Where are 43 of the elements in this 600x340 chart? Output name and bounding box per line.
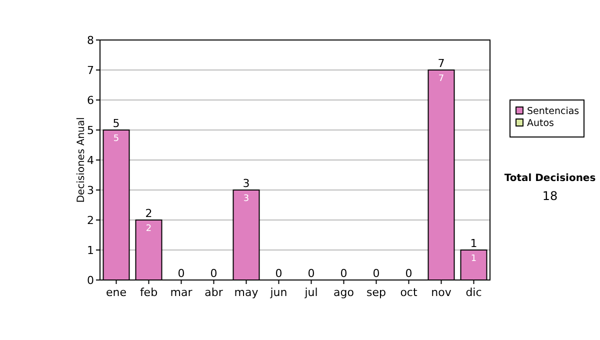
data-label: 5 [113, 134, 120, 144]
text: 18 [542, 189, 558, 203]
x-tick-label: jun [269, 286, 288, 299]
total-label: 2 [145, 207, 152, 220]
y-tick-label: 0 [87, 274, 94, 287]
y-tick-label: 5 [87, 124, 94, 137]
y-axis-title: Decisiones Anual [76, 117, 87, 203]
total-label: 0 [405, 267, 412, 280]
total-label: 0 [372, 267, 380, 280]
x-tick-label: oct [400, 286, 418, 299]
data-label: 2 [146, 224, 152, 234]
total-label: 0 [178, 267, 185, 280]
x-tick-label: ago [334, 286, 354, 299]
y-tick-label: 8 [87, 34, 94, 47]
x-tick-label: may [234, 286, 259, 299]
y-tick-label: 3 [87, 184, 94, 197]
legend-label: Autos [527, 118, 554, 129]
y-tick-label: 2 [87, 214, 94, 227]
legend-label: Sentencias [527, 106, 580, 117]
total-label: 3 [242, 177, 250, 190]
x-tick-label: mar [170, 286, 193, 299]
x-tick-label: feb [140, 286, 158, 299]
total-label: 0 [210, 267, 218, 280]
total-label: 5 [112, 117, 120, 130]
total-label: 7 [438, 57, 445, 70]
x-tick-label: jul [304, 286, 318, 299]
total-label: 0 [308, 267, 315, 280]
y-tick-label: 4 [87, 154, 94, 167]
x-tick-label: sep [366, 286, 386, 299]
x-tick-label: ene [106, 286, 127, 299]
data-label: 1 [470, 254, 477, 264]
data-label: 3 [243, 194, 250, 204]
total-label: 0 [275, 267, 282, 280]
data-label: 7 [438, 74, 444, 84]
y-tick-label: 1 [87, 244, 94, 257]
y-tick-label: 7 [87, 64, 94, 77]
x-tick-label: dic [466, 286, 482, 299]
total-label: 1 [470, 237, 478, 250]
x-tick-label: abr [204, 286, 224, 299]
x-tick-label: nov [431, 286, 452, 299]
total-label: 0 [340, 267, 348, 280]
text: Total Decisiones [504, 173, 596, 184]
y-tick-label: 6 [87, 94, 94, 107]
